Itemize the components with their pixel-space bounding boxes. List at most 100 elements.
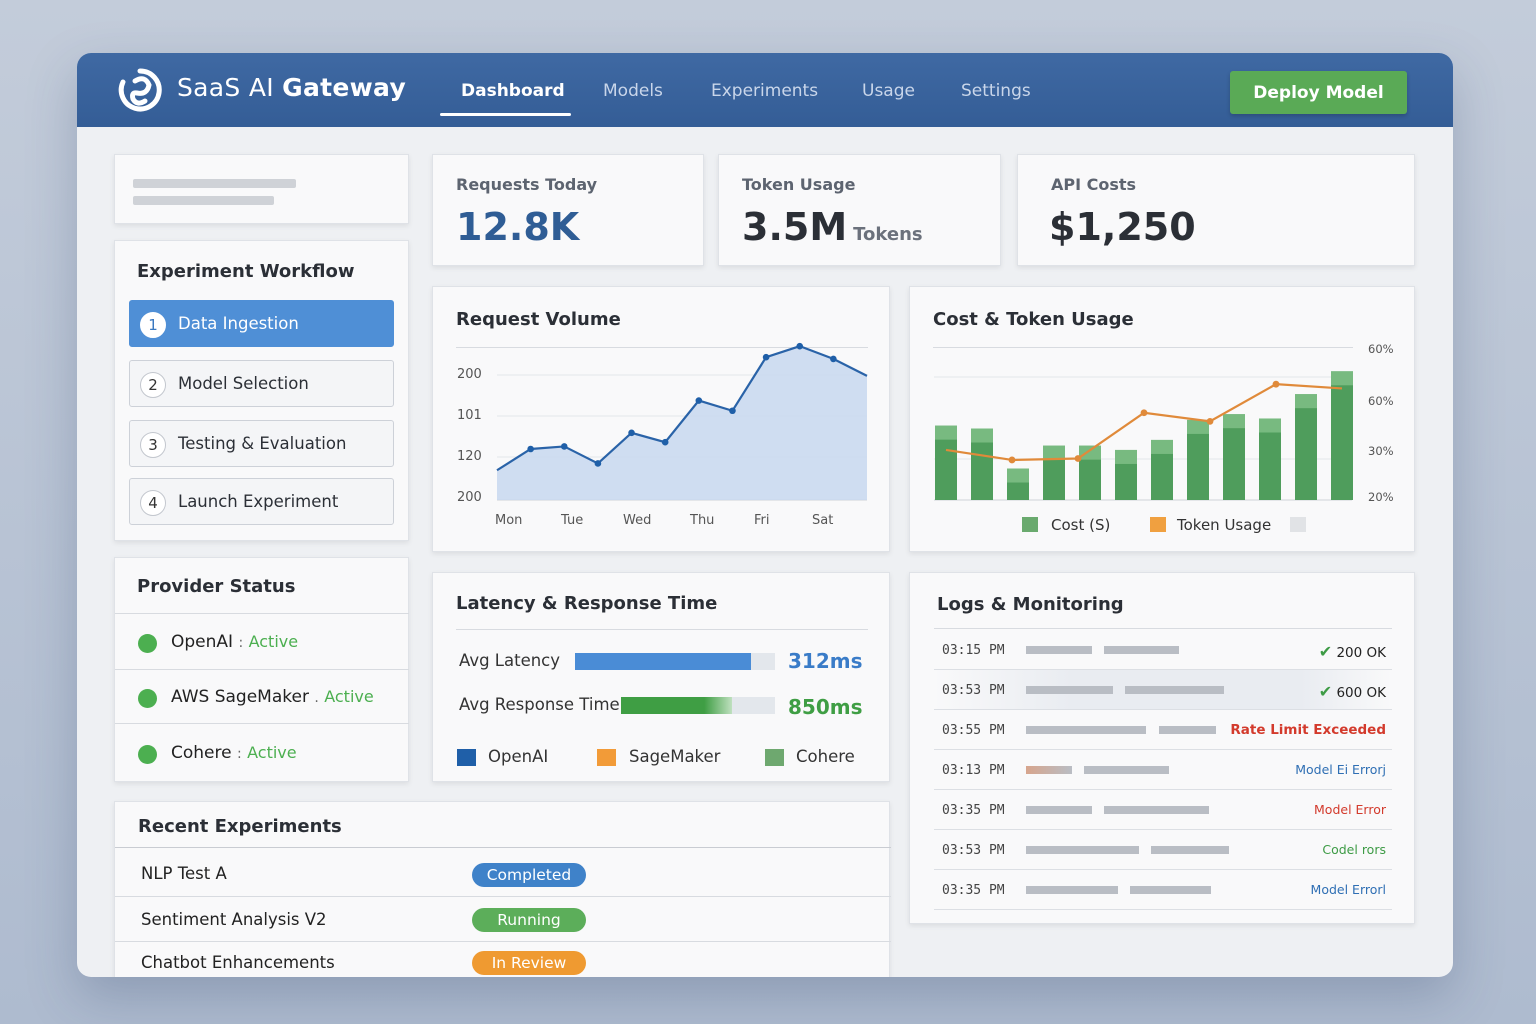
log-placeholder-bar xyxy=(1026,646,1092,654)
tab-settings[interactable]: Settings xyxy=(961,81,1031,101)
table-row[interactable]: NLP Test A Completed xyxy=(115,848,891,896)
legend-swatch-cost xyxy=(1022,517,1038,532)
table-row[interactable]: Chatbot Enhancements In Review xyxy=(115,942,891,977)
legend-swatch-openai xyxy=(457,749,476,766)
search-card[interactable] xyxy=(114,154,409,224)
log-placeholder-bar xyxy=(1104,806,1209,814)
request-volume-title: Request Volume xyxy=(456,309,621,330)
cost-bar xyxy=(971,428,993,500)
latency-bar-fill xyxy=(575,653,751,670)
token-point xyxy=(1140,409,1148,417)
y-tick: 200 xyxy=(457,490,482,505)
log-placeholder-bar xyxy=(1026,806,1092,814)
log-row[interactable]: 03:35 PM Model Error xyxy=(934,790,1392,830)
token-point xyxy=(1206,417,1214,425)
token-point xyxy=(1074,455,1082,462)
latency-title: Latency & Response Time xyxy=(456,593,718,614)
x-tick: Mon xyxy=(495,513,523,528)
provider-status: Active xyxy=(324,687,374,706)
log-status: Model Errorl xyxy=(1310,882,1386,897)
cost-bar xyxy=(1187,419,1209,500)
logs-card: Logs & Monitoring 03:15 PM ✔ 200 OK 03:5… xyxy=(909,572,1415,924)
divider xyxy=(115,896,891,897)
status-dot xyxy=(138,745,157,764)
cost-bar-cap xyxy=(1187,419,1209,434)
step-number: 1 xyxy=(140,312,166,338)
cost-bar xyxy=(1151,439,1173,500)
legend-label: Cost (S) xyxy=(1051,516,1111,534)
log-row[interactable]: 03:53 PM ✔ 600 OK xyxy=(934,670,1392,710)
log-time: 03:53 PM xyxy=(942,683,1005,698)
check-icon: ✔ xyxy=(1318,682,1333,701)
data-point xyxy=(594,460,602,467)
series-line xyxy=(496,344,868,472)
divider xyxy=(115,723,409,724)
divider xyxy=(934,628,1392,629)
workflow-step-launch[interactable]: 4 Launch Experiment xyxy=(129,478,394,525)
workflow-card: Experiment Workflow 1 Data Ingestion 2 M… xyxy=(114,240,409,541)
step-label: Testing & Evaluation xyxy=(178,434,347,453)
workflow-step-model-selection[interactable]: 2 Model Selection xyxy=(129,360,394,407)
x-tick: Wed xyxy=(623,513,652,528)
status-badge: Running xyxy=(472,908,586,932)
stat-label: Requests Today xyxy=(456,175,598,194)
table-row[interactable]: Sentiment Analysis V2 Running xyxy=(115,897,891,942)
log-row[interactable]: 03:35 PM Model Errorl xyxy=(934,870,1392,910)
y-tick: 60% xyxy=(1368,342,1394,356)
status-dot xyxy=(138,634,157,653)
log-placeholder-bar xyxy=(1130,886,1211,894)
log-row[interactable]: 03:53 PM Codel rors xyxy=(934,830,1392,870)
tab-dashboard[interactable]: Dashboard xyxy=(461,81,565,101)
step-number: 4 xyxy=(140,490,166,516)
provider-row-openai: OpenAI : Active xyxy=(115,615,409,669)
skeleton-line xyxy=(133,196,274,205)
provider-status-title: Provider Status xyxy=(137,576,296,597)
log-placeholder-bar xyxy=(1125,686,1224,694)
log-row[interactable]: 03:55 PM Rate Limit Exceeded xyxy=(934,710,1392,750)
cost-bar-cap xyxy=(1259,418,1281,433)
data-point xyxy=(661,438,669,446)
workflow-step-testing[interactable]: 3 Testing & Evaluation xyxy=(129,420,394,467)
log-placeholder-bar xyxy=(1026,766,1072,774)
stat-value: $1,250 xyxy=(1049,205,1196,249)
experiment-name: NLP Test A xyxy=(141,864,227,883)
deploy-model-button[interactable]: Deploy Model xyxy=(1230,71,1407,114)
response-bar-track xyxy=(621,697,775,714)
legend-swatch-cohere xyxy=(765,749,784,766)
x-tick: Tue xyxy=(561,513,584,528)
provider-status: Active xyxy=(248,632,299,651)
provider-row-cohere: Cohere : Active xyxy=(115,726,409,780)
recent-experiments-card: Recent Experiments NLP Test A Completed … xyxy=(114,801,891,977)
data-point xyxy=(830,355,837,363)
log-placeholder-bar xyxy=(1026,886,1118,894)
cost-bar-cap xyxy=(1115,449,1137,464)
stat-value: 12.8K xyxy=(456,205,580,249)
cost-bar-cap xyxy=(1295,394,1317,409)
tab-usage[interactable]: Usage xyxy=(862,81,915,101)
log-status: ✔ 600 OK xyxy=(1318,682,1386,701)
workflow-step-data-ingestion[interactable]: 1 Data Ingestion xyxy=(129,300,394,347)
tab-experiments[interactable]: Experiments xyxy=(711,81,819,101)
data-point xyxy=(527,445,534,453)
data-point xyxy=(628,429,635,437)
workflow-title: Experiment Workflow xyxy=(137,261,355,282)
log-row[interactable]: 03:15 PM ✔ 200 OK xyxy=(934,630,1392,670)
legend-label: Cohere xyxy=(796,747,855,766)
stat-unit: Tokens xyxy=(853,224,923,245)
step-label: Data Ingestion xyxy=(178,314,299,333)
log-row[interactable]: 03:13 PM Model Ei Errorj xyxy=(934,750,1392,790)
y-tick: 120 xyxy=(457,449,482,464)
tab-models[interactable]: Models xyxy=(603,81,663,101)
cost-bar-cap xyxy=(1151,439,1173,454)
step-label: Model Selection xyxy=(178,374,309,393)
divider xyxy=(933,347,1353,348)
cost-bar xyxy=(1295,394,1317,500)
provider-name: Cohere xyxy=(171,743,232,763)
cost-bar xyxy=(1331,371,1353,500)
provider-name: AWS SageMaker xyxy=(171,687,309,707)
cost-bar-cap xyxy=(1331,371,1353,386)
stat-card-costs: API Costs $1,250 xyxy=(1017,154,1415,266)
request-volume-chart xyxy=(496,342,868,501)
log-status: ✔ 200 OK xyxy=(1318,642,1386,661)
logs-title: Logs & Monitoring xyxy=(937,594,1124,615)
